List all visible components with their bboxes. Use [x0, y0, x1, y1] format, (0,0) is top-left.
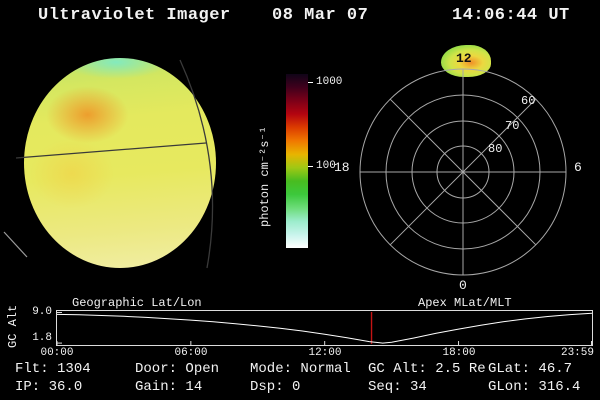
mlt-label-12: 12 [456, 51, 472, 66]
flux-colorbar [286, 74, 308, 248]
apex-polar-grid [359, 68, 567, 276]
gc-alt-plot [56, 310, 593, 346]
uv-earth-disk-image [24, 58, 216, 268]
status-label: GLon: [488, 379, 531, 395]
disk-meridian-gridline [179, 59, 214, 269]
status-glat: GLat: 46.7 [488, 361, 595, 379]
status-value: 36.0 [48, 379, 83, 395]
status-flight: Flt: 1304 [15, 361, 135, 379]
xtick-12-00: 12:00 [308, 347, 342, 359]
status-label: Dsp: [250, 379, 284, 395]
disk-grid-overlay [3, 59, 214, 269]
status-gc-alt: GC Alt: 2.5 Re [368, 361, 488, 379]
status-seq: Seq: 34 [368, 379, 488, 397]
status-label: GLat: [488, 361, 531, 377]
mlat-label-70: 70 [505, 119, 520, 133]
gc-alt-plot-canvas [57, 311, 592, 345]
colorbar-tickmark-1000 [308, 82, 313, 83]
status-label: Mode: [250, 361, 293, 377]
status-value: Normal [300, 361, 351, 377]
colorbar-tick-100: 100 [316, 160, 336, 172]
colorbar-tick-1000: 1000 [316, 76, 343, 88]
telemetry-status-panel: Flt: 1304 Door: Open Mode: Normal GC Alt… [15, 361, 595, 397]
status-value: 316.4 [538, 379, 581, 395]
limb-gridline-segment [3, 231, 28, 258]
status-value: 34 [410, 379, 427, 395]
xtick-18-00: 18:00 [442, 347, 476, 359]
spoke-diagonal-nw-se [389, 98, 537, 246]
gc-alt-axis-label: GC Alt [6, 304, 20, 348]
mlt-label-18: 18 [334, 160, 350, 175]
status-gain: Gain: 14 [135, 379, 250, 397]
apex-mlatmlt-label: Apex MLat/MLT [418, 296, 512, 310]
status-value: 0 [292, 379, 301, 395]
status-value: 14 [185, 379, 203, 395]
colorbar-units-label: photon cm⁻²s⁻¹ [258, 126, 272, 228]
header-date: 08 Mar 07 [272, 6, 369, 25]
status-mode: Mode: Normal [250, 361, 368, 379]
mlt-label-6: 6 [574, 160, 582, 175]
gc-alt-curve [57, 312, 592, 344]
status-value: 1304 [57, 361, 91, 377]
ytick-bottom: 1.8 [32, 332, 52, 344]
status-dsp: Dsp: 0 [250, 379, 368, 397]
xtick-06-00: 06:00 [174, 347, 208, 359]
status-label: Gain: [135, 379, 178, 395]
xtick-23-59: 23:59 [560, 347, 594, 359]
status-door: Door: Open [135, 361, 250, 379]
status-value: 2.5 Re [435, 361, 486, 377]
status-glon: GLon: 316.4 [488, 379, 595, 397]
ytick-top: 9.0 [32, 306, 52, 318]
status-ip: IP: 36.0 [15, 379, 135, 397]
header-time: 14:06:44 UT [452, 6, 570, 25]
mlt-label-0: 0 [459, 278, 467, 293]
status-label: GC Alt: [368, 361, 427, 377]
geographic-latlon-label: Geographic Lat/Lon [72, 296, 202, 310]
disk-latitude-gridline [15, 142, 207, 159]
status-label: Seq: [368, 379, 402, 395]
colorbar-tickmark-100 [308, 166, 313, 167]
mlat-label-60: 60 [521, 94, 536, 108]
status-value: 46.7 [538, 361, 573, 377]
auroral-emission-patch [441, 45, 491, 77]
mlat-label-80: 80 [488, 142, 503, 156]
xtick-00-00: 00:00 [40, 347, 74, 359]
status-label: Door: [135, 361, 178, 377]
status-label: Flt: [15, 361, 49, 377]
app-title: Ultraviolet Imager [38, 6, 231, 25]
status-label: IP: [15, 379, 41, 395]
status-value: Open [185, 361, 220, 377]
